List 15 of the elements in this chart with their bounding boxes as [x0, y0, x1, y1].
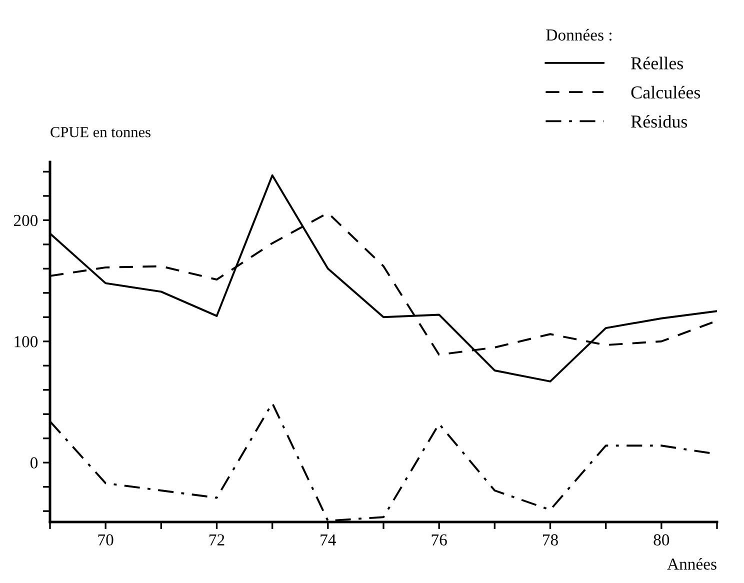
y-tick-label: 200	[14, 214, 38, 226]
x-tick-label: 70	[98, 534, 114, 546]
legend-label: Calculées	[631, 86, 700, 99]
y-tick-label: 100	[14, 336, 38, 348]
x-axis-title: Années	[667, 558, 716, 570]
x-tick-label: 76	[432, 534, 447, 546]
legend-label: Résidus	[631, 114, 688, 128]
y-tick-label: 0	[30, 457, 38, 469]
x-tick-label: 74	[320, 534, 336, 546]
y-axis-title: CPUE en tonnes	[50, 127, 150, 138]
x-tick-label: 78	[543, 534, 558, 546]
legend-label: Réelles	[631, 56, 684, 70]
x-tick-label: 72	[210, 534, 224, 546]
legend-title: Données :	[546, 28, 612, 41]
x-tick-label: 80	[654, 534, 670, 546]
